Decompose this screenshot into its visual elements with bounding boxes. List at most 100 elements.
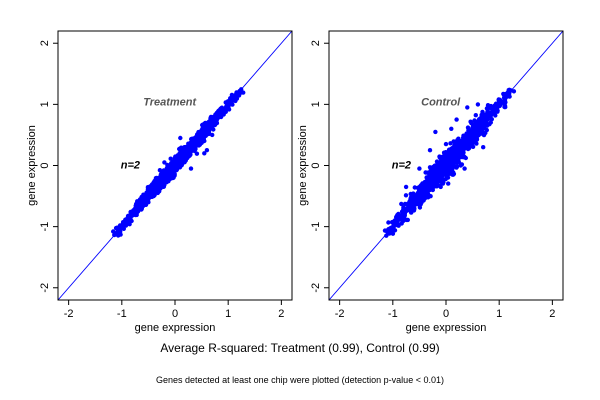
data-point bbox=[393, 218, 398, 223]
footnote-caption: Genes detected at least one chip were pl… bbox=[156, 375, 444, 385]
data-point bbox=[488, 103, 494, 109]
data-point bbox=[473, 122, 478, 127]
data-point bbox=[226, 104, 231, 109]
data-point bbox=[128, 213, 133, 218]
data-point bbox=[475, 129, 481, 135]
data-point bbox=[195, 134, 201, 139]
data-point bbox=[455, 159, 460, 165]
data-point bbox=[423, 192, 429, 198]
outlier-point bbox=[449, 126, 454, 131]
data-point bbox=[212, 122, 218, 128]
data-point bbox=[431, 164, 436, 170]
outlier-point bbox=[403, 184, 409, 190]
data-point bbox=[230, 94, 235, 100]
data-point bbox=[465, 146, 471, 152]
y-axis-label: gene expression bbox=[26, 125, 38, 206]
outlier-point bbox=[454, 117, 459, 122]
x-tick-label: 1 bbox=[496, 308, 502, 320]
outlier-point bbox=[151, 193, 156, 199]
data-point bbox=[444, 154, 449, 159]
data-point bbox=[475, 133, 480, 138]
data-point bbox=[476, 119, 481, 124]
data-point bbox=[182, 145, 187, 150]
outlier-point bbox=[433, 129, 438, 135]
data-point bbox=[199, 132, 204, 137]
sample-count-label: n=2 bbox=[392, 160, 411, 172]
outlier-point bbox=[438, 184, 443, 190]
data-point bbox=[470, 126, 475, 131]
data-point bbox=[133, 207, 138, 212]
panel-treatment: -2 -1 0 1 2 -2 -1 0 1 2 gene expression gene expres… bbox=[26, 30, 293, 334]
outlier-point bbox=[462, 166, 467, 171]
data-point bbox=[201, 121, 207, 127]
data-point bbox=[473, 113, 478, 118]
outlier-point bbox=[210, 132, 215, 138]
x-tick-label: -2 bbox=[64, 308, 74, 320]
data-point bbox=[502, 103, 508, 108]
scatter-points bbox=[382, 87, 517, 238]
data-point bbox=[191, 140, 196, 145]
data-point bbox=[116, 233, 121, 238]
data-point bbox=[206, 130, 212, 135]
data-point bbox=[115, 225, 120, 230]
x-tick-label: 0 bbox=[443, 308, 449, 320]
data-point bbox=[146, 196, 151, 202]
x-tick-label: 2 bbox=[278, 308, 284, 320]
data-point bbox=[155, 190, 160, 196]
sample-count-label: n=2 bbox=[121, 160, 140, 172]
data-point bbox=[446, 181, 451, 186]
data-point bbox=[393, 222, 399, 227]
data-point bbox=[384, 228, 390, 234]
data-point bbox=[444, 158, 449, 164]
data-point bbox=[174, 167, 179, 173]
x-tick-label: -1 bbox=[117, 308, 127, 320]
data-point bbox=[416, 196, 422, 202]
data-point bbox=[152, 186, 158, 191]
data-point bbox=[203, 129, 208, 134]
data-point bbox=[498, 102, 503, 107]
data-point bbox=[430, 173, 435, 179]
data-point bbox=[421, 184, 427, 190]
x-tick-label: 0 bbox=[172, 308, 178, 320]
data-point bbox=[193, 146, 198, 151]
data-point bbox=[125, 215, 130, 221]
data-point bbox=[467, 132, 472, 137]
data-point bbox=[457, 144, 462, 150]
data-point bbox=[168, 156, 173, 161]
panel-title: Control bbox=[421, 97, 461, 109]
data-point bbox=[439, 179, 444, 185]
data-point bbox=[399, 201, 404, 207]
data-point bbox=[475, 125, 481, 130]
data-point bbox=[410, 202, 415, 207]
outlier-point bbox=[178, 135, 183, 141]
data-point bbox=[164, 165, 170, 171]
x-tick-label: -2 bbox=[335, 308, 345, 320]
y-tick-label: -1 bbox=[310, 222, 322, 232]
y-tick-label: 2 bbox=[310, 40, 322, 46]
y-tick-label: 1 bbox=[39, 101, 51, 107]
y-axis-label: gene expression bbox=[297, 125, 309, 206]
data-point bbox=[420, 194, 425, 199]
data-point bbox=[162, 181, 167, 186]
panel-control: -2 -1 0 1 2 -2 -1 0 1 2 gene expression gene expres… bbox=[297, 30, 564, 334]
data-point bbox=[196, 143, 202, 148]
data-point bbox=[179, 150, 184, 155]
data-point bbox=[235, 92, 240, 97]
outlier-point bbox=[443, 141, 449, 147]
data-point bbox=[448, 141, 453, 146]
data-point bbox=[237, 89, 243, 94]
data-point bbox=[389, 226, 394, 231]
data-point bbox=[161, 171, 166, 177]
y-tick-label: -2 bbox=[310, 283, 322, 293]
data-point bbox=[395, 212, 400, 218]
data-point bbox=[120, 225, 125, 230]
data-point bbox=[196, 129, 201, 135]
data-point bbox=[140, 201, 145, 206]
data-point bbox=[216, 108, 221, 114]
data-point bbox=[466, 142, 471, 147]
data-point bbox=[152, 181, 157, 187]
outlier-point bbox=[204, 148, 210, 153]
data-point bbox=[200, 125, 205, 130]
data-point bbox=[208, 114, 214, 120]
data-point bbox=[392, 228, 398, 233]
